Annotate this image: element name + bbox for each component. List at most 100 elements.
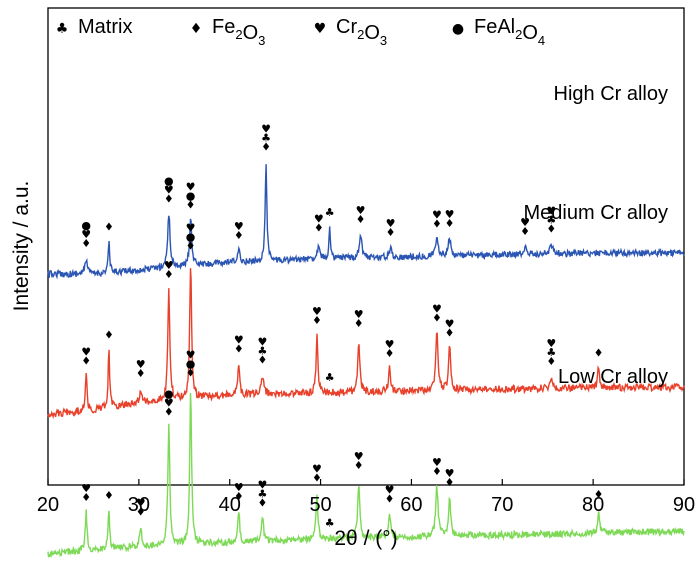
peak-marker: ♦	[104, 489, 114, 502]
x-axis-ticks: 20 30 40 50 60 70 80 90	[37, 479, 695, 516]
series-label-1: High Cr alloy	[554, 83, 668, 105]
heart-legend-symbol: ♥	[314, 21, 327, 37]
peak-marker: ♥♦	[445, 208, 455, 230]
heart-symbol: ♥	[81, 228, 91, 241]
diamond-symbol: ♦	[164, 405, 174, 418]
peak-marker: ●♥♦	[164, 175, 174, 206]
peak-marker: ●♥♦	[81, 219, 91, 250]
heart-symbol: ♥	[445, 467, 455, 480]
diamond-symbol: ♦	[257, 496, 267, 509]
peak-marker: ♦	[594, 488, 604, 501]
peak-marker: ♥♦	[432, 208, 442, 230]
dot-symbol: ●	[186, 231, 196, 244]
peak-marker: ♣	[325, 517, 335, 530]
diamond-symbol: ♦	[164, 268, 174, 281]
series-label-3: Low Cr alloy	[558, 366, 668, 388]
peak-marker: ♥♦	[445, 467, 455, 489]
x-tick-label: 90	[673, 494, 695, 516]
x-tick-label: 80	[582, 494, 604, 516]
peak-marker: ♥♦	[81, 482, 91, 504]
peak-marker: ♥♦	[136, 496, 146, 518]
heart-symbol: ♥	[312, 462, 322, 475]
heart-symbol: ♥	[257, 478, 267, 491]
peak-marker: ♥♦	[234, 220, 244, 242]
series-line-3	[47, 392, 685, 558]
diamond-symbol: ♦	[257, 353, 267, 366]
diamond-symbol: ♦	[354, 459, 364, 472]
peak-marker: ♥♣♦	[257, 478, 267, 509]
peak-marker: ♥♦	[445, 318, 455, 340]
diamond-symbol: ♦	[261, 140, 271, 153]
diamond-symbol: ♦	[445, 476, 455, 489]
peak-marker: ♥♦	[136, 358, 146, 380]
diamond-symbol: ♦	[186, 366, 196, 379]
peak-marker: ♥●♦	[186, 180, 196, 211]
dot-symbol: ●	[186, 357, 196, 370]
heart-symbol: ♥	[432, 208, 442, 221]
dot-symbol: ●	[186, 189, 196, 202]
peak-marker: ♥♦	[432, 303, 442, 325]
heart-symbol: ♥	[186, 222, 196, 235]
diamond-symbol: ♦	[234, 229, 244, 242]
peak-marker: ♦	[104, 329, 114, 342]
series-line-1	[47, 164, 685, 280]
club-symbol: ♣	[546, 346, 556, 359]
heart-symbol: ♥	[314, 213, 324, 226]
diamond-symbol: ♦	[520, 225, 530, 238]
club-symbol: ♣	[546, 214, 556, 227]
diamond-symbol: ♦	[234, 490, 244, 503]
peak-marker: ♥♣♦	[546, 337, 556, 368]
diamond-symbol: ♦	[104, 329, 114, 342]
heart-symbol: ♥	[164, 396, 174, 409]
diamond-symbol: ♦	[81, 355, 91, 368]
diamond-symbol: ♦	[186, 198, 196, 211]
peak-marker: ♥♣♦	[546, 205, 556, 236]
heart-symbol: ♥	[546, 205, 556, 218]
heart-symbol: ♥	[385, 338, 395, 351]
plot-frame	[47, 7, 685, 486]
diamond-symbol: ♦	[314, 222, 324, 235]
x-tick-label: 70	[491, 494, 513, 516]
diamond-symbol: ♦	[432, 465, 442, 478]
club-symbol: ♣	[325, 206, 335, 219]
legend: ♣ Matrix ♦ Fe2O3 ♥ Cr2O3 ● FeAl2O4	[56, 16, 545, 48]
x-tick-label: 40	[219, 494, 241, 516]
diamond-symbol: ♦	[104, 489, 114, 502]
heart-symbol: ♥	[136, 496, 146, 509]
peak-marker: ♥●♦	[186, 348, 196, 379]
diamond-symbol: ♦	[385, 493, 395, 506]
peak-marker: ♥♦	[385, 338, 395, 360]
series-layer	[47, 164, 685, 558]
diamond-symbol: ♦	[432, 217, 442, 230]
heart-symbol: ♥	[312, 305, 322, 318]
x-tick-label: 30	[128, 494, 150, 516]
peak-marker: ♥♦	[385, 484, 395, 506]
club-symbol: ♣	[261, 131, 271, 144]
dot-symbol: ●	[164, 387, 174, 400]
diamond-symbol: ♦	[81, 491, 91, 504]
peak-marker: ♥♦	[164, 259, 174, 281]
diamond-symbol: ♦	[385, 347, 395, 360]
peak-marker: ●♥♦	[164, 387, 174, 418]
diamond-symbol: ♦	[312, 314, 322, 327]
peak-marker: ♣	[325, 206, 335, 219]
x-tick-label: 60	[400, 494, 422, 516]
heart-symbol: ♥	[432, 303, 442, 316]
club-symbol: ♣	[257, 344, 267, 357]
legend-entry-club: ♣ Matrix	[56, 16, 133, 38]
x-axis-label: 2θ / (°)	[334, 527, 397, 550]
heart-symbol: ♥	[81, 346, 91, 359]
heart-symbol: ♥	[257, 335, 267, 348]
legend-label: Fe2O3	[212, 16, 265, 48]
heart-symbol: ♥	[234, 333, 244, 346]
x-tick-label: 50	[309, 494, 331, 516]
heart-symbol: ♥	[354, 308, 364, 321]
heart-symbol: ♥	[432, 456, 442, 469]
peak-marker-layer: ●♥♦♦●♥♦♥●♦♥♦♥♣♦♥♦♣ ♥♦ ♥♦♥♦♥♦ ♥♦♥♣♦♥♦♦♥♦♥♦♥●…	[81, 122, 603, 529]
series-label-2: Medium Cr alloy	[524, 202, 668, 224]
diamond-symbol: ♦	[445, 327, 455, 340]
diamond-symbol: ♦	[546, 223, 556, 236]
club-symbol: ♣	[257, 487, 267, 500]
heart-symbol: ♥	[234, 220, 244, 233]
